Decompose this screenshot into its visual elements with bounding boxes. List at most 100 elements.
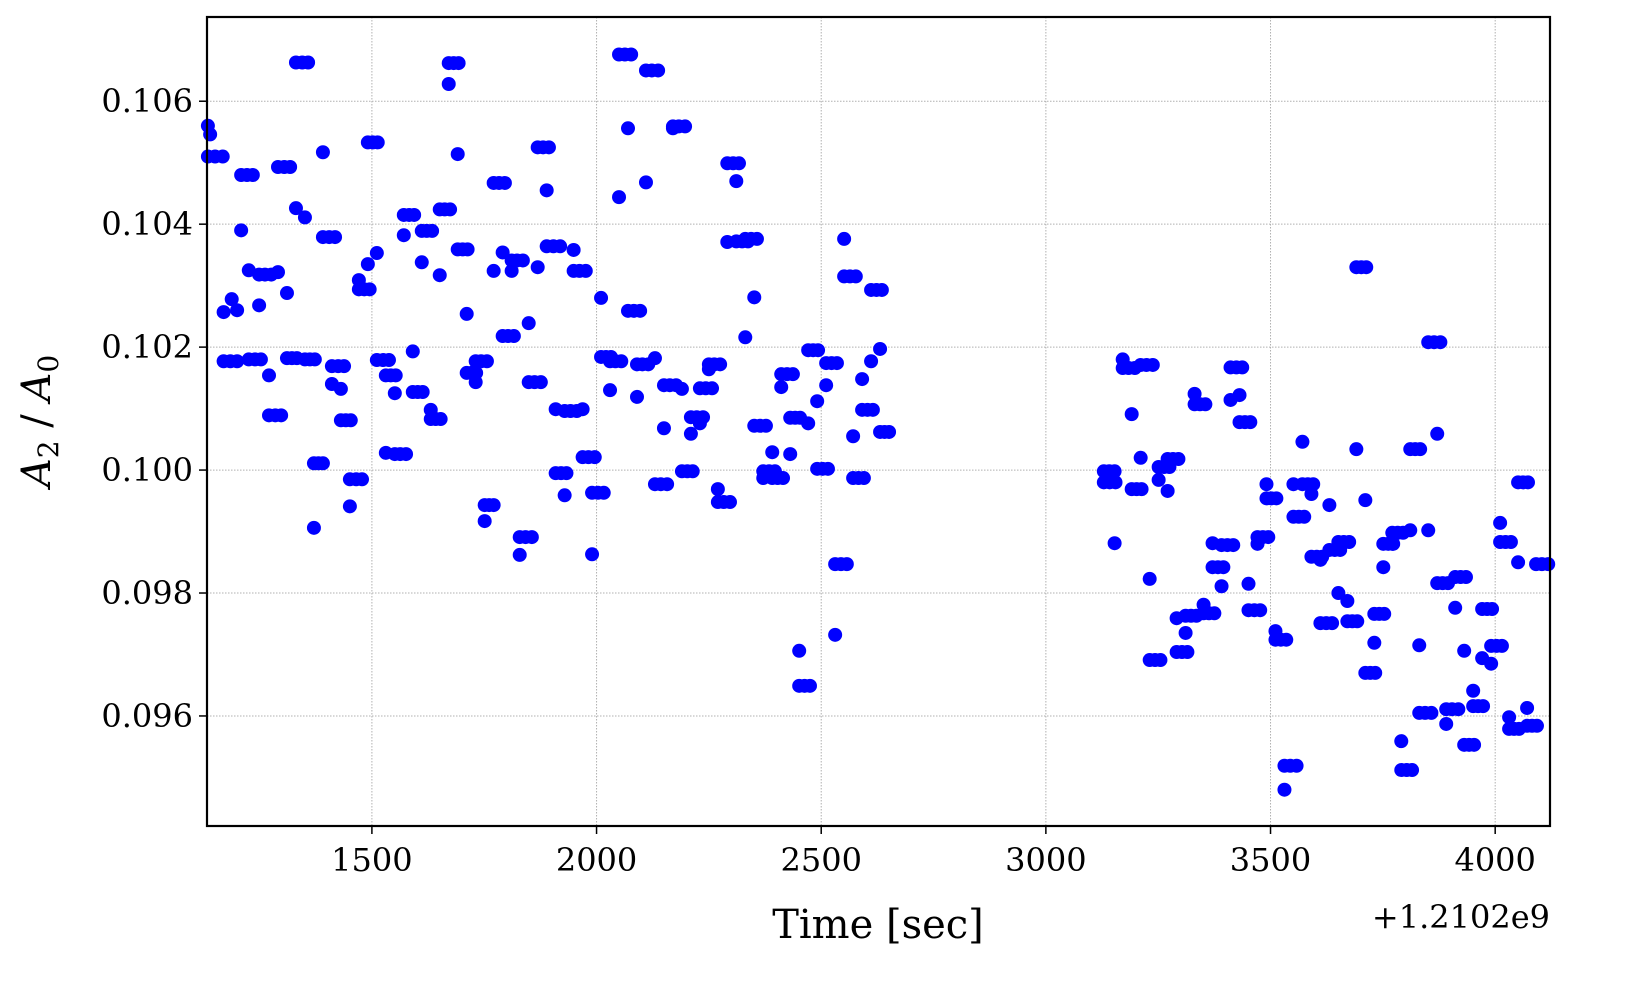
data-point [758, 418, 773, 433]
y-label-a2: A [14, 458, 60, 491]
data-point [369, 246, 384, 261]
data-point [865, 402, 880, 417]
data-point [1377, 606, 1392, 621]
data-point [874, 282, 889, 297]
data-point [1430, 426, 1445, 441]
data-point [1503, 534, 1518, 549]
data-point [1493, 515, 1508, 530]
data-point [297, 210, 312, 225]
data-point [451, 56, 466, 71]
data-point [355, 472, 370, 487]
data-point [524, 530, 539, 545]
data-point [705, 381, 720, 396]
data-point [541, 140, 556, 155]
data-point [497, 175, 512, 190]
data-point [486, 263, 501, 278]
data-point [315, 145, 330, 160]
data-point [252, 298, 267, 313]
data-point [479, 354, 494, 369]
data-point [848, 269, 863, 284]
data-point [468, 375, 483, 390]
data-point [381, 353, 396, 368]
data-point [253, 352, 268, 367]
data-point [1331, 586, 1346, 601]
data-point [621, 121, 636, 136]
data-point [1289, 758, 1304, 773]
data-point [539, 183, 554, 198]
data-point [443, 202, 458, 217]
data-point [315, 456, 330, 471]
y-tick-label: 0.096 [101, 697, 193, 735]
data-point [388, 368, 403, 383]
data-point [731, 156, 746, 171]
data-point [765, 445, 780, 460]
data-point [215, 149, 230, 164]
data-point [1198, 397, 1213, 412]
data-point [224, 292, 239, 307]
y-tick-label: 0.100 [101, 451, 193, 489]
data-point [638, 175, 653, 190]
data-point [230, 303, 245, 318]
data-point [776, 471, 791, 486]
data-point [820, 461, 835, 476]
data-point [362, 282, 377, 297]
data-point [1520, 475, 1535, 490]
data-point [1313, 552, 1328, 567]
data-point [328, 230, 343, 245]
data-point [1358, 493, 1373, 508]
data-point [521, 316, 536, 331]
data-point [337, 359, 352, 374]
data-point [1325, 616, 1340, 631]
y-tick-label: 0.104 [101, 205, 193, 243]
data-point [486, 498, 501, 513]
data-point [1350, 614, 1365, 629]
data-point [864, 354, 879, 369]
x-offset-text: +1.2102e9 [1372, 898, 1550, 936]
data-point [729, 174, 744, 189]
data-point [1297, 509, 1312, 524]
data-point [405, 344, 420, 359]
data-point [1134, 482, 1149, 497]
data-point [674, 381, 689, 396]
data-point [387, 386, 402, 401]
data-point [594, 290, 609, 305]
data-point [1241, 576, 1256, 591]
data-point [425, 223, 440, 238]
data-point [1279, 632, 1294, 647]
data-point [846, 429, 861, 444]
data-point [415, 384, 430, 399]
data-point [685, 464, 700, 479]
data-point [1187, 386, 1202, 401]
data-point [710, 482, 725, 497]
data-point [1349, 442, 1364, 457]
data-point [1403, 523, 1418, 538]
y-axis-label: A2 / A0 [14, 355, 65, 491]
y-label-a0: A [14, 373, 60, 406]
data-point [839, 557, 854, 572]
data-point [660, 477, 675, 492]
data-point [828, 627, 843, 642]
data-point [1133, 450, 1148, 465]
data-point [553, 239, 568, 254]
data-point [678, 119, 693, 134]
data-point [1412, 638, 1427, 653]
data-point [1226, 538, 1241, 553]
data-point [432, 268, 447, 283]
data-point [612, 190, 627, 205]
data-point [1232, 388, 1247, 403]
data-point [783, 447, 798, 462]
y-tick-label: 0.106 [101, 82, 193, 120]
data-point [1494, 638, 1509, 653]
data-point [1511, 555, 1526, 570]
data-point [459, 306, 474, 321]
data-point [1385, 536, 1400, 551]
data-point [713, 357, 728, 372]
data-point [1433, 335, 1448, 350]
data-point [1457, 643, 1472, 658]
data-point [1180, 645, 1195, 660]
data-point [460, 242, 475, 257]
data-point [504, 263, 519, 278]
data-point [1178, 625, 1193, 640]
data-point [801, 416, 816, 431]
